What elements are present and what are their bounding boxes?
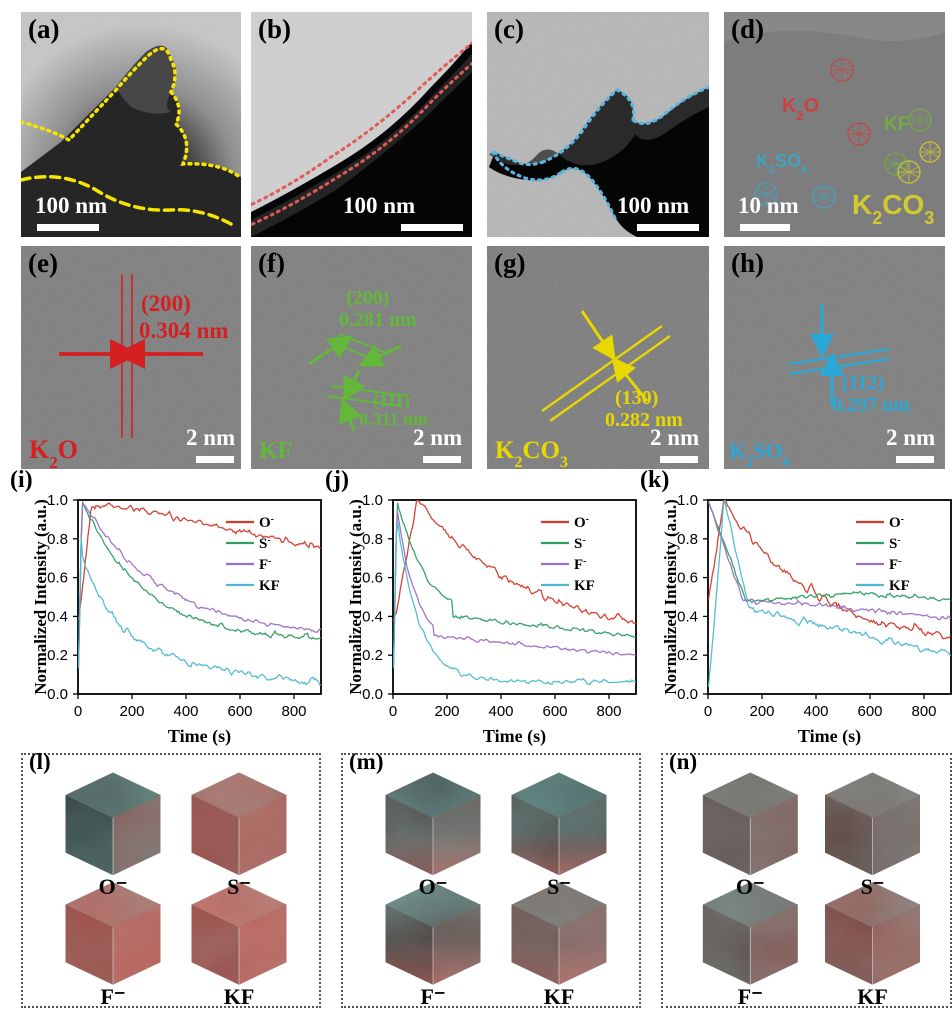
svg-text:K2SO4: K2SO4 [729,438,789,469]
svg-text:Normalized Intensity (a.u.): Normalized Intensity (a.u.) [31,499,50,694]
svg-text:(130): (130) [615,387,658,409]
svg-text:F⁻: F⁻ [100,984,125,1009]
svg-text:0.4: 0.4 [362,608,383,625]
svg-text:KF: KF [224,984,255,1009]
svg-text:0.8: 0.8 [362,531,383,548]
svg-text:KF: KF [544,984,575,1009]
svg-text:Time (s): Time (s) [798,726,861,747]
svg-text:200: 200 [749,703,774,720]
svg-text:600: 600 [857,703,882,720]
svg-text:0.8: 0.8 [677,531,698,548]
svg-text:0.2: 0.2 [677,647,698,664]
svg-text:(200): (200) [346,287,389,309]
svg-text:S⁻: S⁻ [227,874,251,899]
svg-text:O⁻: O⁻ [736,874,765,899]
svg-text:Time (s): Time (s) [168,726,231,747]
svg-text:800: 800 [596,703,621,720]
svg-text:0.2: 0.2 [362,647,383,664]
svg-text:KF: KF [889,578,910,594]
svg-text:S⁻: S⁻ [861,874,885,899]
svg-text:1.0: 1.0 [362,492,383,509]
svg-text:600: 600 [542,703,567,720]
svg-text:KF: KF [574,578,595,594]
svg-text:F⁻: F⁻ [738,984,763,1009]
svg-text:800: 800 [911,703,936,720]
svg-text:K2CO3: K2CO3 [495,437,568,469]
svg-text:0: 0 [389,703,397,720]
svg-text:KF: KF [259,578,280,594]
svg-text:(200): (200) [141,291,191,316]
svg-text:Normalized Intensity (a.u.): Normalized Intensity (a.u.) [346,499,365,694]
svg-text:KF: KF [857,984,888,1009]
svg-text:1.0: 1.0 [47,492,68,509]
svg-text:0.281 nm: 0.281 nm [339,309,417,331]
svg-text:0.0: 0.0 [362,686,383,703]
svg-text:0.304 nm: 0.304 nm [139,318,228,343]
svg-text:(111): (111) [373,390,410,411]
svg-text:400: 400 [173,703,198,720]
svg-text:0.6: 0.6 [362,570,383,587]
svg-text:0: 0 [704,703,712,720]
svg-text:0.4: 0.4 [47,608,68,625]
svg-text:0.297 nm: 0.297 nm [832,394,910,416]
svg-text:Normalized Intensity (a.u.): Normalized Intensity (a.u.) [661,499,680,694]
svg-text:KF: KF [259,438,292,464]
svg-text:Time (s): Time (s) [483,726,546,747]
svg-text:400: 400 [803,703,828,720]
svg-text:(112): (112) [842,372,884,394]
svg-text:800: 800 [281,703,306,720]
svg-text:0.0: 0.0 [47,686,68,703]
svg-text:0.2: 0.2 [47,647,68,664]
svg-text:S⁻: S⁻ [547,874,571,899]
svg-text:0: 0 [74,703,82,720]
svg-text:0.0: 0.0 [677,686,698,703]
svg-text:KF: KF [884,114,909,135]
svg-text:0.4: 0.4 [677,608,698,625]
svg-text:O⁻: O⁻ [419,874,448,899]
svg-text:0.6: 0.6 [47,570,68,587]
svg-text:200: 200 [119,703,144,720]
svg-text:0.8: 0.8 [47,531,68,548]
svg-text:0.6: 0.6 [677,570,698,587]
svg-text:400: 400 [488,703,513,720]
svg-text:K2O: K2O [29,435,78,469]
svg-text:600: 600 [227,703,252,720]
svg-text:O⁻: O⁻ [99,874,128,899]
svg-text:200: 200 [434,703,459,720]
svg-text:1.0: 1.0 [677,492,698,509]
svg-text:F⁻: F⁻ [420,984,445,1009]
